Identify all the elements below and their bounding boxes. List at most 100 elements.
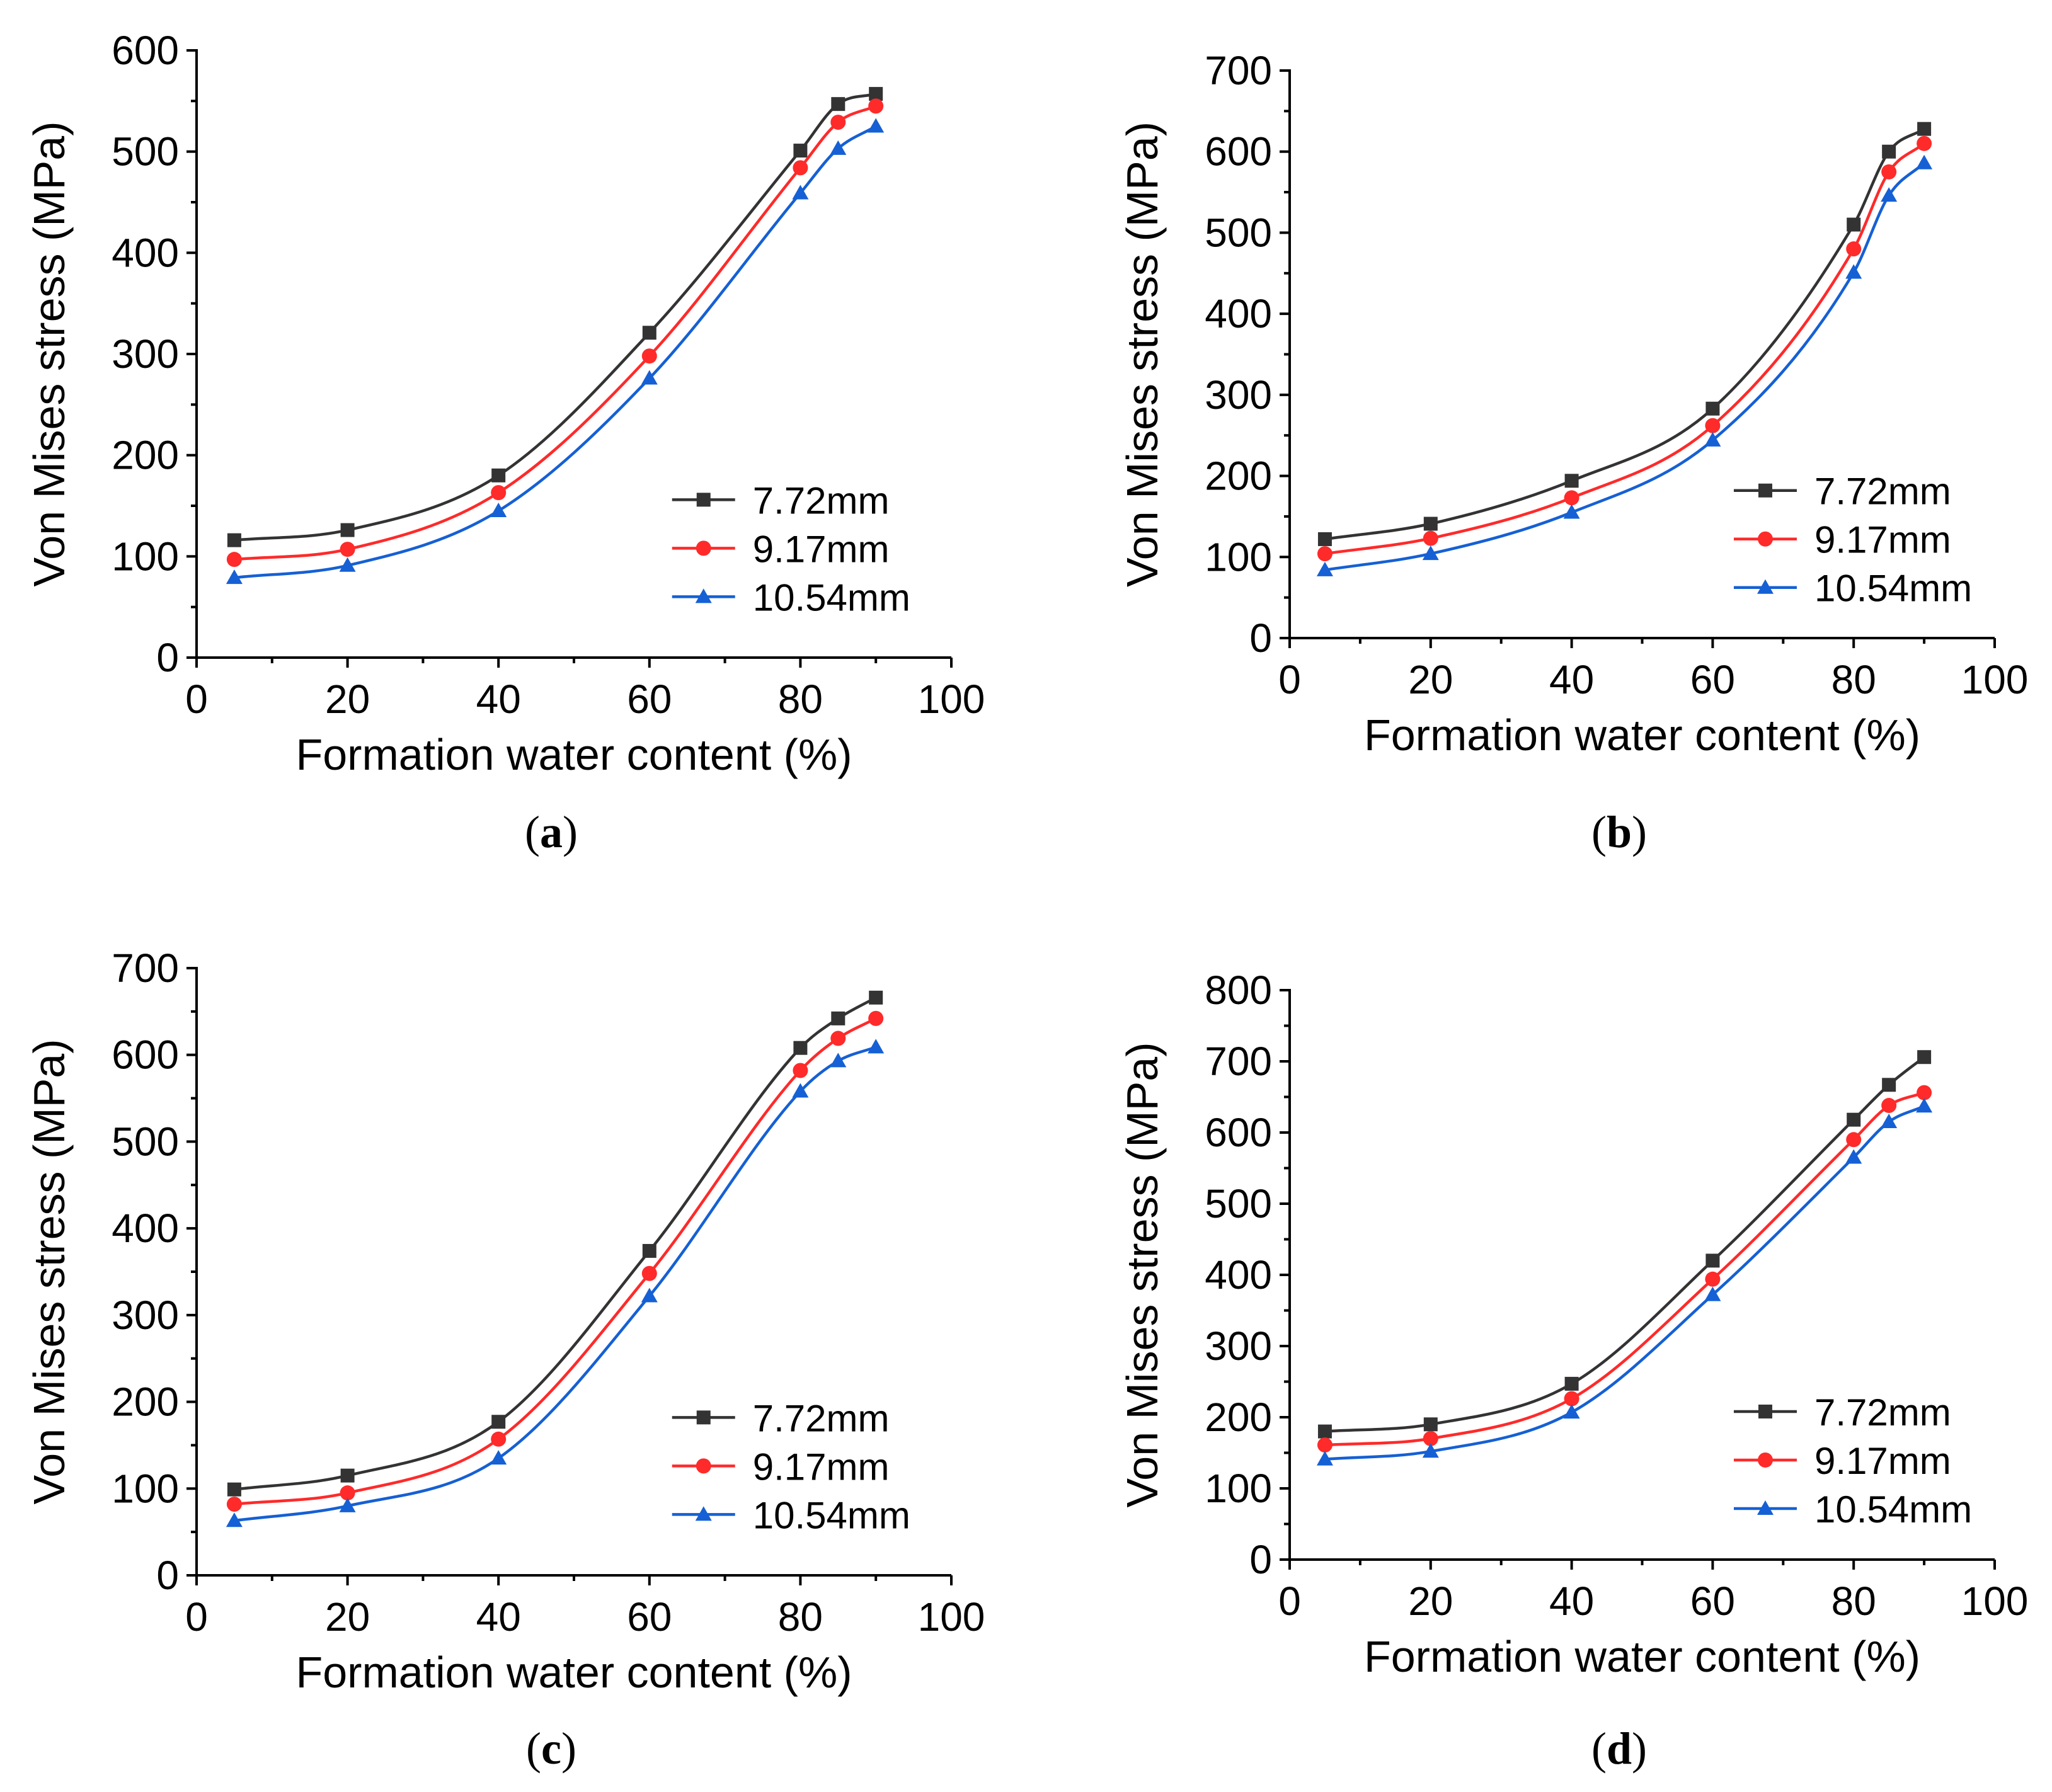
y-tick-label: 700: [1205, 1039, 1272, 1084]
data-point: [642, 1243, 656, 1258]
panel-caption: (c): [526, 1723, 576, 1774]
data-point: [1917, 122, 1932, 136]
data-point: [830, 140, 847, 155]
data-point: [491, 1431, 507, 1447]
data-point: [793, 1041, 808, 1055]
data-point: [642, 326, 656, 340]
x-tick-label: 40: [476, 1594, 521, 1640]
x-tick-label: 20: [1408, 657, 1453, 702]
y-tick-label: 200: [112, 433, 179, 478]
data-point: [1916, 1098, 1933, 1113]
legend-entry: 10.54mm: [1733, 1488, 1972, 1531]
y-tick-label: 200: [112, 1379, 179, 1425]
data-point: [1705, 1271, 1721, 1287]
data-point: [868, 98, 884, 114]
data-point: [868, 1039, 885, 1054]
data-point: [831, 1011, 845, 1025]
data-point: [1317, 1437, 1333, 1453]
data-point: [1846, 1132, 1862, 1148]
y-tick-label: 100: [1205, 1466, 1272, 1511]
data-point: [868, 118, 885, 133]
x-tick-label: 60: [1690, 657, 1735, 702]
legend-label: 7.72mm: [1814, 1391, 1951, 1434]
y-tick-label: 700: [112, 945, 179, 991]
data-point: [227, 1482, 241, 1497]
data-point: [869, 990, 883, 1005]
series-7.72mm: [1317, 122, 1932, 546]
series-10.54mm: [1316, 1098, 1933, 1466]
data-point: [792, 185, 809, 200]
x-tick-label: 0: [185, 1594, 208, 1640]
legend-marker: [696, 540, 711, 556]
data-point: [830, 1053, 847, 1068]
series-9.17mm: [1317, 1085, 1932, 1453]
x-tick-label: 80: [778, 676, 823, 722]
data-point: [1916, 154, 1933, 169]
data-point: [641, 370, 658, 385]
legend-marker: [696, 493, 711, 507]
x-tick-label: 0: [1278, 657, 1301, 702]
chart-panel-b: 0 100 200 300 400 500 600 700 0 20 40 60 80 100 Format…: [1118, 48, 2028, 857]
data-point: [340, 542, 355, 557]
panel-letter: b: [1607, 807, 1632, 857]
chart-panel-a: 0 100 200 300 400 500 600 0 20 40 60 80 100 Formation…: [25, 28, 985, 857]
data-point: [1881, 1114, 1898, 1129]
data-point: [226, 569, 243, 585]
y-tick-label: 200: [1205, 454, 1272, 499]
legend-marker: [1757, 579, 1774, 594]
x-tick-label: 20: [325, 676, 370, 722]
y-tick-label: 0: [1249, 1537, 1272, 1582]
data-point: [339, 1497, 356, 1512]
legend-entry: 7.72mm: [672, 1397, 889, 1439]
y-tick-label: 500: [1205, 1181, 1272, 1226]
data-point: [1845, 1149, 1862, 1164]
legend-entry: 10.54mm: [1733, 568, 1972, 610]
y-tick-label: 800: [1205, 967, 1272, 1013]
x-tick-label: 40: [1549, 657, 1594, 702]
data-point: [1881, 164, 1897, 180]
legend-entry: 7.72mm: [1733, 471, 1951, 513]
legend-marker: [1758, 483, 1772, 498]
x-tick-label: 0: [185, 676, 208, 722]
data-point: [490, 1450, 507, 1465]
y-axis-title: Von Mises stress (MPa): [1118, 122, 1167, 587]
data-point: [226, 552, 242, 568]
series-7.72mm: [1317, 1050, 1932, 1439]
legend-label: 10.54mm: [753, 576, 910, 619]
legend-label: 10.54mm: [1814, 1488, 1972, 1531]
legend-label: 7.72mm: [753, 479, 890, 522]
data-point: [1705, 1253, 1720, 1268]
data-point: [1917, 1085, 1932, 1100]
data-point: [226, 1512, 243, 1527]
y-axis-title: Von Mises stress (MPa): [1118, 1042, 1167, 1507]
y-tick-label: 400: [112, 1206, 179, 1251]
data-point: [1316, 1451, 1333, 1466]
legend-label: 9.17mm: [1814, 1440, 1951, 1482]
data-point: [1882, 1078, 1896, 1092]
x-tick-label: 40: [476, 676, 521, 722]
x-tick-label: 80: [778, 1594, 823, 1640]
legend-label: 9.17mm: [1814, 519, 1951, 561]
y-tick-label: 300: [112, 331, 179, 377]
y-tick-label: 300: [112, 1293, 179, 1338]
y-tick-label: 0: [1249, 615, 1272, 661]
data-point: [869, 87, 883, 101]
data-point: [1422, 1443, 1439, 1458]
x-tick-label: 60: [1690, 1578, 1735, 1624]
y-tick-label: 200: [1205, 1395, 1272, 1440]
y-tick-label: 0: [156, 635, 179, 680]
data-point: [1704, 431, 1721, 447]
y-tick-label: 100: [112, 1466, 179, 1511]
data-point: [1564, 490, 1579, 506]
legend-entry: 9.17mm: [672, 1446, 889, 1488]
x-axis-title: Formation water content (%): [1364, 711, 1920, 760]
y-tick-label: 400: [1205, 291, 1272, 336]
data-point: [1847, 1112, 1861, 1127]
data-point: [1564, 1391, 1579, 1407]
y-axis-title: Von Mises stress (MPa): [25, 1039, 74, 1504]
y-tick-label: 100: [1205, 534, 1272, 579]
data-point: [793, 160, 808, 176]
data-point: [340, 523, 355, 537]
data-point: [831, 97, 845, 111]
